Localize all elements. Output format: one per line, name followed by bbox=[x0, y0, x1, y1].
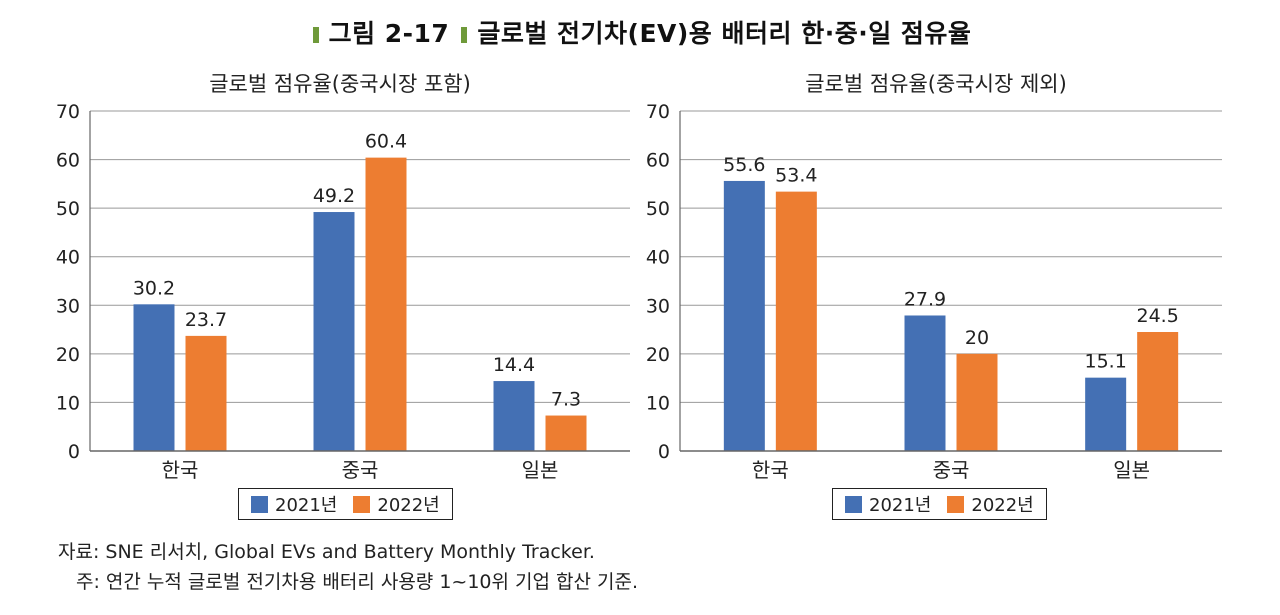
y-tick-label: 30 bbox=[646, 295, 670, 317]
data-label: 55.6 bbox=[723, 154, 765, 176]
bar-2022 bbox=[365, 157, 407, 451]
bar-2021 bbox=[904, 315, 946, 451]
y-tick-label: 10 bbox=[646, 392, 670, 414]
y-tick-label: 60 bbox=[646, 150, 670, 172]
y-tick-label: 40 bbox=[56, 247, 80, 269]
bar-2021 bbox=[313, 212, 355, 451]
legend-swatch-2021 bbox=[845, 495, 862, 513]
title-marker-left bbox=[312, 27, 319, 43]
bar-2022 bbox=[956, 353, 998, 451]
x-category-label: 한국 bbox=[752, 458, 789, 482]
y-tick-label: 70 bbox=[56, 101, 80, 123]
chart2-legend: 2021년 2022년 bbox=[832, 488, 1047, 520]
bar-2022 bbox=[545, 415, 587, 451]
y-tick-label: 60 bbox=[56, 150, 80, 172]
chart1-title: 글로벌 점유율(중국시장 포함) bbox=[209, 72, 471, 96]
y-tick-label: 0 bbox=[68, 441, 80, 463]
footnote: 주: 연간 누적 글로벌 전기차용 배터리 사용량 1~10위 기업 합산 기준… bbox=[76, 571, 639, 593]
bar-2021 bbox=[1085, 377, 1127, 451]
data-label: 30.2 bbox=[133, 277, 175, 299]
data-label: 27.9 bbox=[904, 288, 946, 310]
figure-title-text: 글로벌 전기차(EV)용 배터리 한·중·일 점유율 bbox=[477, 19, 972, 48]
legend-label-2022: 2022년 bbox=[971, 495, 1034, 516]
data-label: 23.7 bbox=[185, 309, 227, 331]
title-marker-right bbox=[461, 27, 468, 43]
x-category-label: 한국 bbox=[162, 458, 199, 482]
y-tick-label: 20 bbox=[646, 344, 670, 366]
figure-notes: 자료: SNE 리서치, Global EVs and Battery Mont… bbox=[58, 537, 638, 597]
data-label: 7.3 bbox=[551, 389, 581, 411]
legend-item-2021: 2021년 bbox=[251, 491, 337, 517]
chart1-legend: 2021년 2022년 bbox=[238, 488, 453, 520]
bar-2022 bbox=[775, 191, 817, 451]
x-category-label: 일본 bbox=[1113, 458, 1150, 482]
x-category-label: 일본 bbox=[522, 458, 559, 482]
bar-2021 bbox=[723, 180, 765, 451]
legend-item-2022: 2022년 bbox=[353, 491, 440, 517]
chart1-svg: 0 10 20 30 40 50 60 70 30.2 23.7 한국 49.2 60.4 중국 14.4 7… bbox=[56, 101, 630, 482]
data-label: 49.2 bbox=[313, 185, 355, 207]
legend-label-2021: 2021년 bbox=[275, 495, 338, 516]
legend-item-2022: 2022년 bbox=[947, 491, 1034, 517]
figure-title: 그림 2-17 글로벌 전기차(EV)용 배터리 한·중·일 점유율 bbox=[0, 14, 1280, 50]
y-tick-label: 0 bbox=[658, 441, 670, 463]
y-tick-label: 70 bbox=[646, 101, 670, 123]
data-label: 15.1 bbox=[1085, 351, 1127, 373]
bar-2022 bbox=[185, 335, 227, 451]
bar-2021 bbox=[133, 304, 175, 451]
bar-2021 bbox=[493, 381, 535, 451]
legend-label-2021: 2021년 bbox=[869, 495, 932, 516]
x-category-label: 중국 bbox=[933, 458, 970, 482]
y-tick-label: 30 bbox=[56, 295, 80, 317]
legend-swatch-2021 bbox=[251, 495, 268, 513]
data-label: 14.4 bbox=[493, 354, 535, 376]
figure-number: 그림 2-17 bbox=[328, 19, 450, 48]
y-tick-label: 10 bbox=[56, 392, 80, 414]
x-category-label: 중국 bbox=[342, 458, 379, 482]
data-label: 20 bbox=[965, 327, 989, 349]
legend-label-2022: 2022년 bbox=[377, 495, 440, 516]
chart2-title: 글로벌 점유율(중국시장 제외) bbox=[805, 72, 1067, 96]
chart1: 0 10 20 30 40 50 60 70 30.2 23.7 한국 49.2 60.4 중국 14.4 7… bbox=[0, 0, 640, 500]
data-label: 53.4 bbox=[775, 165, 817, 187]
y-tick-label: 20 bbox=[56, 344, 80, 366]
legend-swatch-2022 bbox=[353, 495, 371, 513]
source-note: 자료: SNE 리서치, Global EVs and Battery Mont… bbox=[58, 541, 595, 563]
chart2: 0 10 20 30 40 50 60 70 55.6 53.4 한국 27.9 20 중국 15.1 24.… bbox=[640, 0, 1280, 500]
bar-2022 bbox=[1137, 332, 1179, 451]
data-label: 60.4 bbox=[365, 131, 407, 153]
legend-swatch-2022 bbox=[947, 495, 965, 513]
y-tick-label: 50 bbox=[56, 198, 80, 220]
legend-item-2021: 2021년 bbox=[845, 491, 931, 517]
y-tick-label: 50 bbox=[646, 198, 670, 220]
chart2-svg: 0 10 20 30 40 50 60 70 55.6 53.4 한국 27.9 20 중국 15.1 24.… bbox=[646, 101, 1222, 482]
data-label: 24.5 bbox=[1137, 305, 1179, 327]
y-tick-label: 40 bbox=[646, 247, 670, 269]
